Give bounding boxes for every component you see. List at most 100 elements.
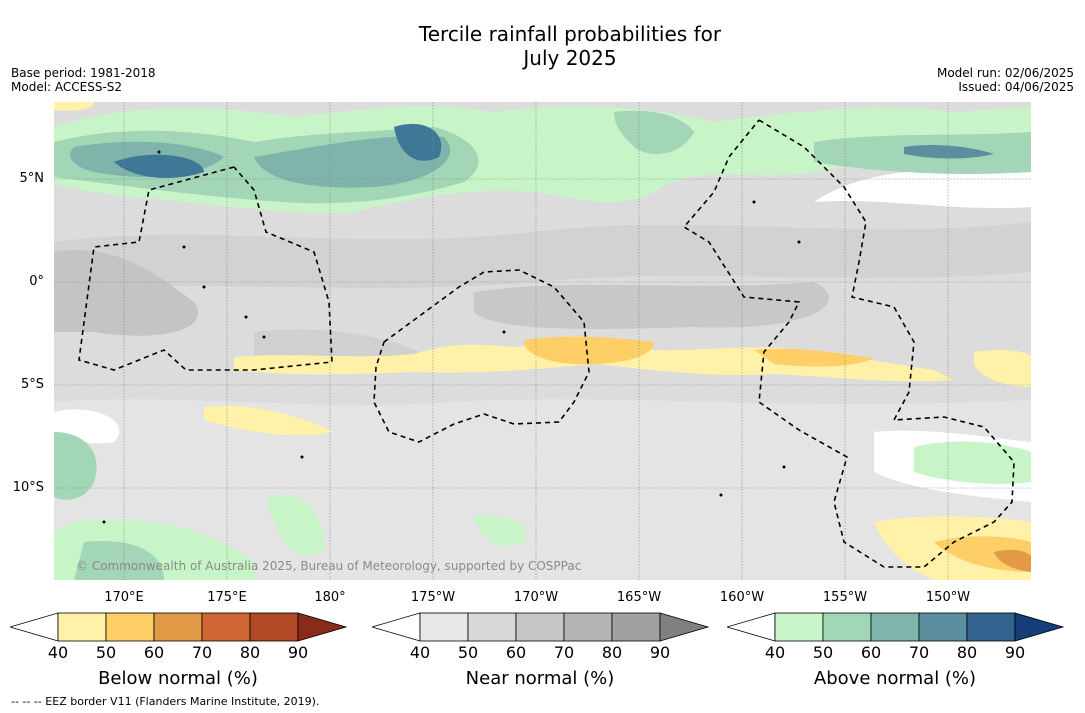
lon-label: 175°W (410, 590, 456, 605)
lat-label: 10°S (12, 480, 44, 495)
tick-label: 90 (649, 643, 671, 662)
above-normal-70-west (114, 154, 204, 178)
islands (102, 150, 801, 524)
colorbar-swatch (870, 612, 920, 642)
colorbar-swatch (57, 612, 107, 642)
tick-label: 50 (812, 643, 834, 662)
island (244, 315, 248, 319)
lat-label: 0° (29, 274, 44, 289)
lon-label: 155°W (822, 590, 868, 605)
colorbar-label-below: Below normal (%) (98, 668, 258, 689)
colorbar-swatch (822, 612, 872, 642)
colorbar-swatch (563, 612, 613, 642)
colorbar-swatch (515, 612, 565, 642)
colorbar-swatch (419, 612, 469, 642)
colorbar-swatch (774, 612, 824, 642)
above-normal-70-central (394, 123, 442, 161)
lon-label: 165°W (616, 590, 662, 605)
title-line-1: Tercile rainfall probabilities for (418, 22, 722, 46)
below-normal-far-east (974, 349, 1031, 387)
eez-footer-note: -- -- -- EEZ border V11 (Flanders Marine… (11, 695, 320, 708)
metadata-right: Model run: 02/06/2025 Issued: 04/06/2025 (937, 66, 1074, 94)
colorbar-arrow-left (10, 612, 59, 642)
below-normal-50-east (754, 348, 874, 367)
tick-label: 40 (409, 643, 431, 662)
above-normal-patch-2 (474, 515, 526, 546)
eez-border-central (373, 269, 590, 443)
tick-label: 50 (457, 643, 479, 662)
colorbar-arrow-left (372, 612, 421, 642)
lon-label: 175°E (207, 590, 247, 605)
tick-label: 70 (553, 643, 575, 662)
colorbar-arrow-left (727, 612, 776, 642)
lon-label: 170°W (513, 590, 559, 605)
below-normal-50-central (524, 336, 654, 365)
colorbar-swatch (105, 612, 155, 642)
tick-label: 60 (505, 643, 527, 662)
tick-label: 70 (908, 643, 930, 662)
island (300, 455, 304, 459)
tick-label: 60 (860, 643, 882, 662)
below-normal-se-60 (994, 549, 1031, 572)
metadata-left: Base period: 1981-2018 Model: ACCESS-S2 (11, 66, 156, 94)
colorbar-near (372, 612, 710, 642)
colorbar-swatches (57, 612, 299, 642)
island (502, 330, 506, 334)
tick-label: 40 (47, 643, 69, 662)
issued-date: Issued: 04/06/2025 (958, 80, 1074, 94)
colorbar-swatch (249, 612, 299, 642)
tick-label: 80 (601, 643, 623, 662)
colorbar-swatch (966, 612, 1016, 642)
colorbar-arrow-right (1014, 612, 1065, 642)
above-normal-patch-1 (267, 494, 324, 557)
colorbar-label-above: Above normal (%) (813, 668, 977, 689)
colorbar-swatches (419, 612, 661, 642)
eez-border-west (78, 166, 333, 371)
colorbar-label-near: Near normal (%) (465, 668, 615, 689)
base-period: Base period: 1981-2018 (11, 66, 156, 80)
tick-label: 90 (287, 643, 309, 662)
colorbar-below (10, 612, 348, 642)
tick-label: 70 (191, 643, 213, 662)
eez-borders (78, 119, 1015, 568)
above-normal-60-central (254, 136, 451, 188)
island (719, 493, 723, 497)
title-line-2: July 2025 (523, 46, 617, 70)
island (262, 335, 266, 339)
eez-border-east (682, 119, 1015, 568)
graticule (54, 102, 1031, 580)
model-run-date: Model run: 02/06/2025 (936, 66, 1074, 80)
colorbar-swatch (467, 612, 517, 642)
lon-label: 170°E (104, 590, 144, 605)
above-normal-sw (54, 432, 97, 500)
island (202, 285, 206, 289)
below-normal-nw (54, 102, 94, 111)
colorbar-swatch (918, 612, 968, 642)
tick-label: 90 (1004, 643, 1026, 662)
colorbar-swatch (153, 612, 203, 642)
colorbar-swatch (611, 612, 661, 642)
island (157, 150, 161, 154)
island (102, 520, 106, 524)
colorbar-arrow-right (659, 612, 710, 642)
island (182, 245, 186, 249)
lat-label: 5°N (19, 171, 45, 186)
tick-label: 40 (764, 643, 786, 662)
colorbar-above (727, 612, 1065, 642)
tick-label: 80 (956, 643, 978, 662)
island (797, 240, 801, 244)
grey-band-north (54, 222, 1031, 292)
colorbar-swatches (774, 612, 1016, 642)
lat-label: 5°S (20, 377, 44, 392)
tick-label: 50 (95, 643, 117, 662)
lon-label: 180° (314, 590, 346, 605)
model-name: Model: ACCESS-S2 (11, 80, 123, 94)
map-canvas (54, 102, 1031, 580)
copyright-notice: © Commonwealth of Australia 2025, Bureau… (76, 559, 582, 573)
above-normal-south-west-50 (74, 541, 164, 580)
above-normal-se (914, 441, 1031, 484)
above-normal-70-east (904, 144, 994, 159)
island (782, 465, 786, 469)
grey-patch-central (474, 282, 829, 329)
lon-label: 160°W (719, 590, 765, 605)
